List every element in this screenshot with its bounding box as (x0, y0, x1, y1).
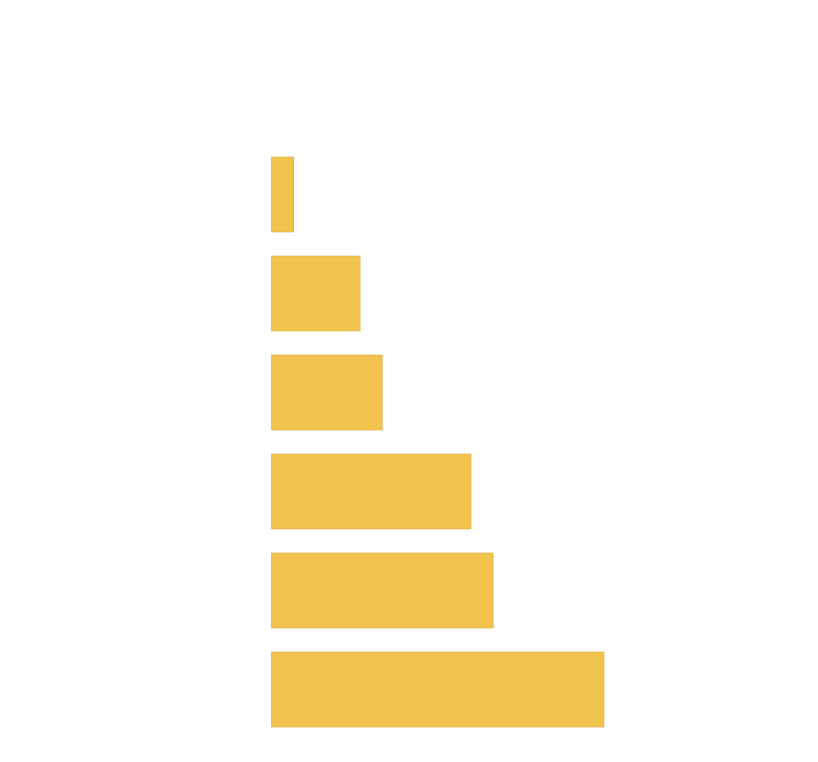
bar (271, 453, 472, 530)
bar (271, 552, 494, 629)
bar (271, 651, 605, 728)
bar (271, 354, 383, 431)
bar (271, 156, 294, 233)
bar (271, 255, 361, 332)
